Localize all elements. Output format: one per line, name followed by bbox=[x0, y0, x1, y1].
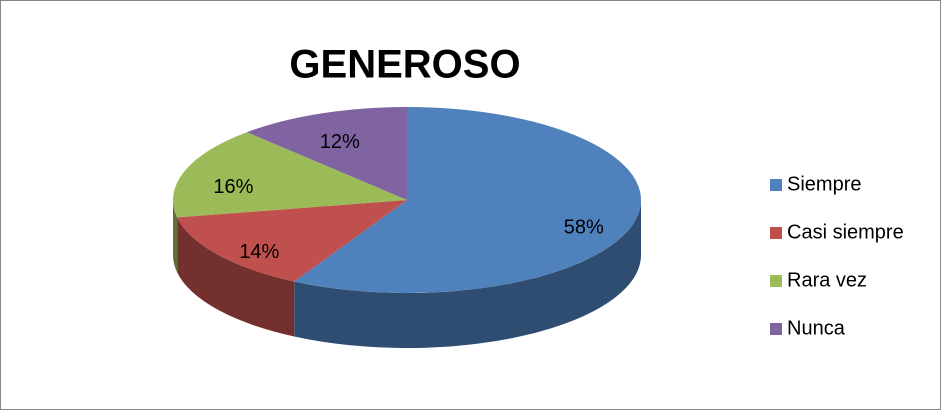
legend-label: Siempre bbox=[787, 173, 861, 195]
legend-label: Nunca bbox=[787, 317, 846, 339]
data-label: 12% bbox=[320, 131, 360, 153]
chart-title: GENEROSO bbox=[289, 43, 520, 87]
pie-slice bbox=[173, 132, 407, 218]
legend-swatch bbox=[770, 179, 782, 191]
legend-label: Rara vez bbox=[787, 269, 867, 291]
data-label: 14% bbox=[239, 241, 279, 263]
pie-slice bbox=[246, 107, 407, 200]
legend-swatch bbox=[770, 323, 782, 335]
data-label: 58% bbox=[564, 216, 604, 238]
pie-slice-side bbox=[177, 217, 295, 337]
legend-swatch bbox=[770, 275, 782, 287]
data-label: 16% bbox=[213, 176, 253, 198]
pie-slice-side bbox=[173, 200, 178, 273]
legend-label: Casi siempre bbox=[787, 221, 904, 243]
pie-slice bbox=[177, 200, 407, 282]
pie-slice bbox=[294, 107, 642, 293]
legend-swatch bbox=[770, 227, 782, 239]
pie-slice-side bbox=[294, 200, 641, 349]
